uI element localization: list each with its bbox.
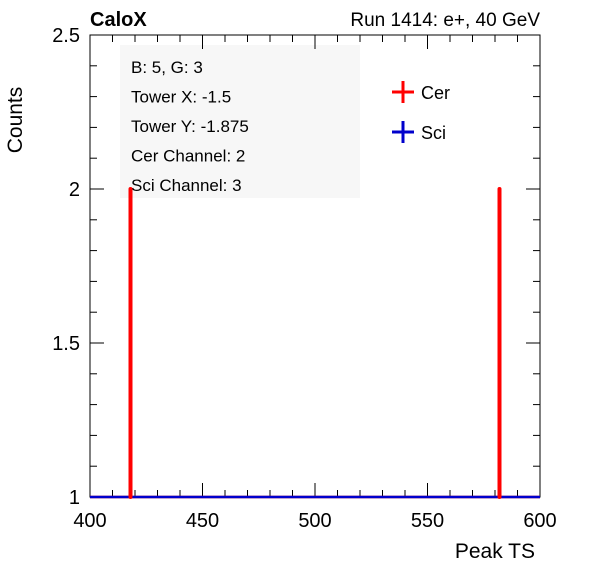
x-axis-label: Peak TS <box>455 540 535 563</box>
info-box <box>120 45 360 198</box>
info-line: Cer Channel: 2 <box>131 147 245 166</box>
run-label: Run 1414: e+, 40 GeV <box>350 10 540 31</box>
info-line: Tower Y: -1.875 <box>131 117 249 136</box>
info-line: Tower X: -1.5 <box>131 88 231 107</box>
info-line: B: 5, G: 3 <box>131 58 203 77</box>
y-tick-label: 1 <box>69 487 80 509</box>
y-tick-label: 2 <box>69 179 80 201</box>
data-series <box>90 187 540 499</box>
x-tick-label: 500 <box>298 510 331 532</box>
info-line: Sci Channel: 3 <box>131 176 242 195</box>
x-tick-label: 400 <box>73 510 106 532</box>
tick-labels: 400 450 500 550 600 1 1.5 2 2.5 <box>52 25 557 532</box>
legend: Cer Sci <box>392 81 450 143</box>
experiment-label: CaloX <box>90 9 147 31</box>
y-tick-label: 2.5 <box>52 25 80 47</box>
legend-label: Cer <box>421 83 450 103</box>
x-tick-label: 450 <box>186 510 219 532</box>
x-tick-label: 550 <box>411 510 444 532</box>
info-box-text: B: 5, G: 3 Tower X: -1.5 Tower Y: -1.875 Ce… <box>131 58 249 195</box>
legend-label: Sci <box>421 123 446 143</box>
x-tick-label: 600 <box>523 510 556 532</box>
y-axis-label: Counts <box>4 87 27 154</box>
y-tick-label: 1.5 <box>52 333 80 355</box>
